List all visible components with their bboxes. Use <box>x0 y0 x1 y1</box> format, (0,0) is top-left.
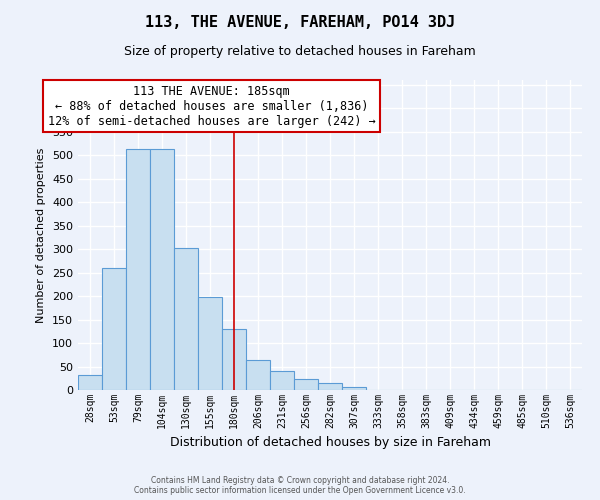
X-axis label: Distribution of detached houses by size in Fareham: Distribution of detached houses by size … <box>170 436 491 450</box>
Bar <box>174 248 198 390</box>
Bar <box>150 149 174 390</box>
Bar <box>198 298 222 390</box>
Text: 113 THE AVENUE: 185sqm
← 88% of detached houses are smaller (1,836)
12% of semi-: 113 THE AVENUE: 185sqm ← 88% of detached… <box>47 84 376 128</box>
Bar <box>270 371 294 390</box>
Y-axis label: Number of detached properties: Number of detached properties <box>37 148 46 322</box>
Text: 113, THE AVENUE, FAREHAM, PO14 3DJ: 113, THE AVENUE, FAREHAM, PO14 3DJ <box>145 15 455 30</box>
Bar <box>342 386 366 390</box>
Bar <box>294 379 318 390</box>
Text: Contains HM Land Registry data © Crown copyright and database right 2024.
Contai: Contains HM Land Registry data © Crown c… <box>134 476 466 495</box>
Bar <box>318 383 342 390</box>
Bar <box>246 360 270 390</box>
Bar <box>102 268 126 390</box>
Bar <box>126 149 150 390</box>
Bar <box>78 375 102 390</box>
Bar <box>222 329 246 390</box>
Text: Size of property relative to detached houses in Fareham: Size of property relative to detached ho… <box>124 45 476 58</box>
